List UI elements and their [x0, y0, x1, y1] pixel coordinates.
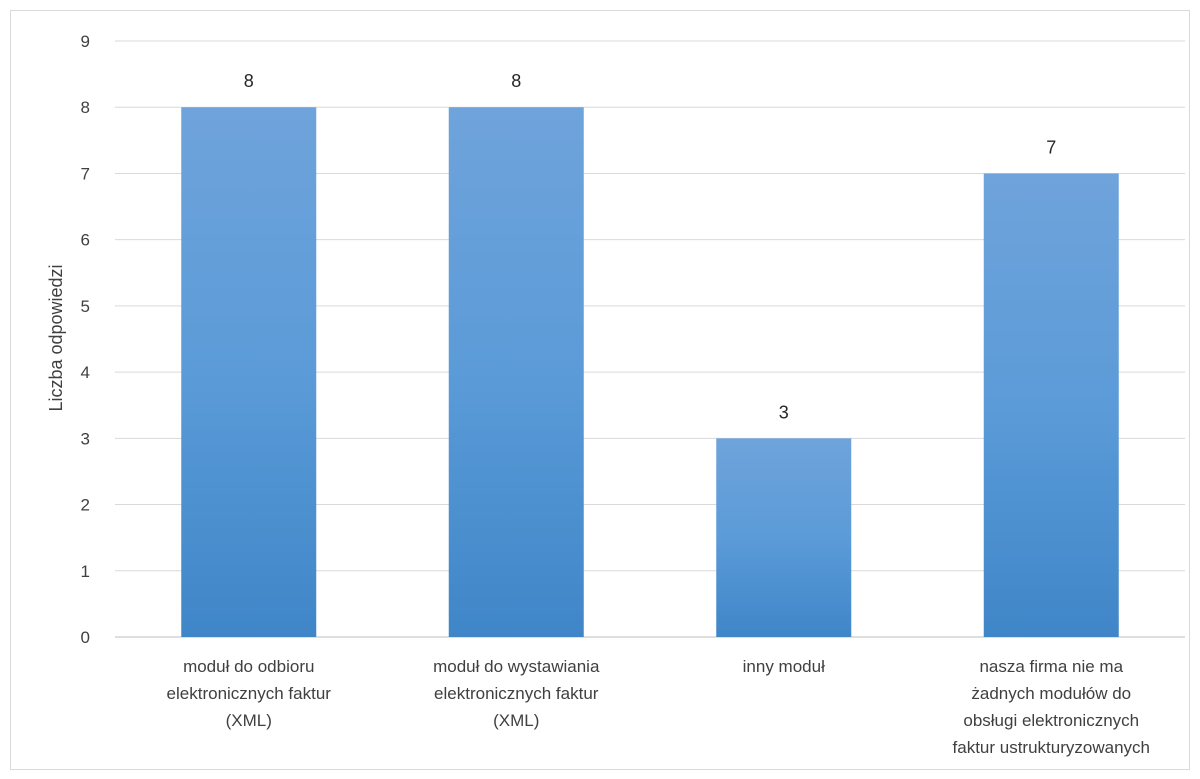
category-label: inny moduł [743, 657, 825, 676]
category-labels: moduł do odbioru elektronicznych faktur (X… [167, 657, 1150, 757]
y-tick-label: 2 [81, 496, 90, 515]
data-label: 8 [511, 71, 521, 91]
category-label: moduł do odbioru elektronicznych faktur (X… [167, 657, 332, 730]
category-label: moduł do wystawiania elektronicznych fakt… [433, 657, 600, 730]
y-tick-label: 7 [81, 164, 90, 183]
data-label: 7 [1046, 137, 1056, 157]
bar [983, 173, 1119, 637]
y-tick-label: 0 [81, 628, 90, 647]
bar [448, 107, 584, 637]
category-label-line: obsługi elektronicznych [963, 711, 1139, 730]
y-tick-label: 3 [81, 429, 90, 448]
y-tick-label: 8 [81, 98, 90, 117]
category-label-line: moduł do wystawiania [433, 657, 600, 676]
bar [181, 107, 317, 637]
y-tick-labels: 0 1 2 3 4 5 6 7 8 9 [81, 32, 90, 647]
y-tick-label: 4 [81, 363, 90, 382]
category-label-line: elektronicznych faktur [167, 684, 332, 703]
category-label-line: elektronicznych faktur [434, 684, 599, 703]
y-tick-label: 6 [81, 231, 90, 250]
bar [716, 438, 852, 637]
data-label: 8 [244, 71, 254, 91]
data-labels: 8 8 3 7 [244, 71, 1057, 422]
bars [181, 107, 1119, 637]
y-tick-label: 9 [81, 32, 90, 51]
category-label: nasza firma nie ma żadnych modułów do obsł… [953, 657, 1150, 757]
category-label-line: żadnych modułów do [971, 684, 1131, 703]
category-label-line: faktur ustrukturyzowanych [953, 738, 1150, 757]
category-label-line: inny moduł [743, 657, 825, 676]
y-tick-label: 5 [81, 297, 90, 316]
category-label-line: (XML) [226, 711, 272, 730]
category-label-line: moduł do odbioru [183, 657, 314, 676]
data-label: 3 [779, 402, 789, 422]
category-label-line: nasza firma nie ma [979, 657, 1123, 676]
category-label-line: (XML) [493, 711, 539, 730]
y-tick-label: 1 [81, 562, 90, 581]
y-axis-title: Liczba odpowiedzi [46, 264, 66, 411]
